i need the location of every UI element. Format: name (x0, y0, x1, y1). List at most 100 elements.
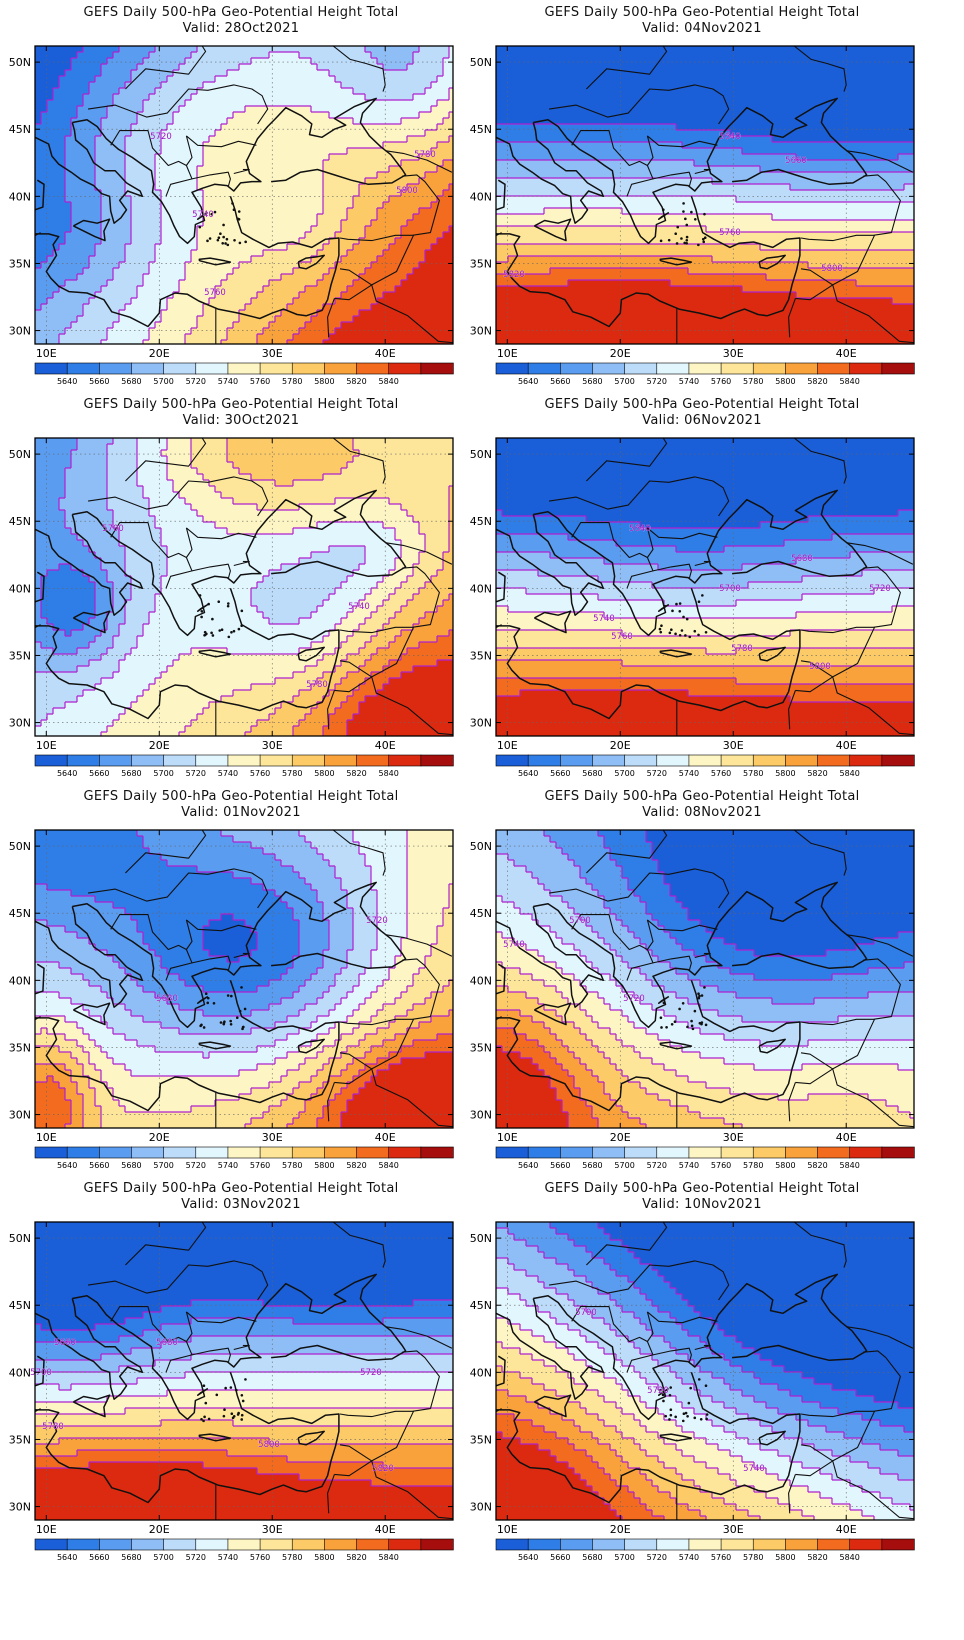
panel-valid-date: Valid: 28Oct2021 (0, 21, 482, 36)
colorbar-swatch (99, 754, 133, 767)
lon-label: 10E (497, 1131, 518, 1144)
colorbar-swatch (99, 1538, 133, 1551)
map-canvas: 5700 5720 5740 50N 45N 40N 35N 30N 10E 20E 30E 40E 5… (470, 1221, 915, 1562)
map-frame (34, 829, 454, 1129)
lat-label: 40N (9, 582, 31, 595)
contour-label: 5720 (623, 994, 645, 1004)
colorbar-label: 5760 (711, 1161, 731, 1170)
contour-label: 5700 (569, 916, 591, 926)
colorbar: 5640 5660 5680 5700 5720 5740 5760 5780 5800 5820… (34, 1146, 454, 1170)
colorbar-swatch (495, 1538, 529, 1551)
contour-lines (35, 438, 453, 736)
map-panel: GEFS Daily 500-hPa Geo-Potential Height … (0, 392, 482, 802)
panel-valid-date: Valid: 01Nov2021 (0, 805, 482, 820)
colorbar-swatch (752, 362, 787, 375)
colorbar-swatch (560, 754, 594, 767)
colorbar-swatch (420, 1538, 454, 1551)
colorbar-swatch (388, 362, 422, 375)
colorbar-label: 5680 (121, 769, 141, 778)
map-panel: GEFS Daily 500-hPa Geo-Potential Height … (461, 0, 943, 410)
contour-label: 5760 (611, 632, 633, 642)
colorbar-label: 5820 (807, 1161, 827, 1170)
contour-lines (35, 46, 453, 344)
colorbar-label: 5820 (346, 769, 366, 778)
colorbar-label: 5840 (840, 1161, 860, 1170)
coastlines (496, 438, 914, 736)
colorbar-swatch (163, 1146, 197, 1159)
colorbar-label: 5720 (186, 1161, 206, 1170)
lat-label: 35N (470, 257, 492, 270)
colorbar-label: 5840 (840, 1553, 860, 1562)
colorbar-label: 5800 (314, 1161, 334, 1170)
lat-label: 50N (470, 56, 492, 69)
colorbar-label: 5660 (89, 377, 109, 386)
contour-label: 5820 (372, 1464, 394, 1474)
lat-label: 35N (470, 1041, 492, 1054)
colorbar-swatch (881, 754, 915, 767)
lon-label: 10E (36, 1523, 57, 1536)
lon-label: 30E (262, 1523, 283, 1536)
colorbar-label: 5780 (282, 769, 302, 778)
colorbar-label: 5760 (711, 1553, 731, 1562)
panel-title: GEFS Daily 500-hPa Geo-Potential Height … (0, 397, 482, 412)
colorbar-swatch (324, 754, 358, 767)
colorbar-label: 5680 (121, 1553, 141, 1562)
lon-label: 40E (836, 1523, 857, 1536)
colorbar-label: 5740 (218, 1161, 238, 1170)
lat-label: 50N (9, 56, 31, 69)
colorbar-swatch (259, 1146, 293, 1159)
colorbar-label: 5780 (743, 1161, 763, 1170)
colorbar-swatch (195, 754, 229, 767)
lat-label: 35N (9, 649, 31, 662)
colorbar-label: 5840 (840, 377, 860, 386)
lat-label: 35N (9, 1041, 31, 1054)
colorbar-label: 5640 (57, 1161, 77, 1170)
coastlines (496, 46, 914, 344)
map-canvas: 5720 5740 5760 5780 5800 50N 45N 40N 35N 30N 10E 20… (9, 45, 454, 386)
contour-label: 5820 (503, 270, 525, 280)
lon-label: 10E (497, 1523, 518, 1536)
lon-label: 40E (836, 347, 857, 360)
colorbar-swatch (195, 362, 229, 375)
lat-label: 40N (470, 582, 492, 595)
colorbar-swatch (291, 1146, 326, 1159)
lon-label: 20E (610, 1523, 631, 1536)
lon-label: 20E (149, 1523, 170, 1536)
height-field (35, 1222, 453, 1520)
colorbar-label: 5800 (775, 1553, 795, 1562)
lon-label: 40E (375, 1523, 396, 1536)
contour-label: 5760 (204, 288, 226, 298)
map-canvas: 5700 5740 5780 50N 45N 40N 35N 30N 10E 20E 30E 40E 5… (9, 437, 454, 778)
colorbar-swatch (656, 1538, 690, 1551)
colorbar-swatch (785, 1538, 819, 1551)
panel-valid-date: Valid: 03Nov2021 (0, 1197, 482, 1212)
map-frame (495, 437, 915, 737)
colorbar-swatch (817, 754, 851, 767)
colorbar-swatch (785, 362, 819, 375)
colorbar-label: 5840 (840, 769, 860, 778)
lon-label: 10E (36, 347, 57, 360)
colorbar-swatch (527, 362, 562, 375)
colorbar-swatch (624, 362, 658, 375)
colorbar-label: 5700 (153, 377, 173, 386)
map-panel: GEFS Daily 500-hPa Geo-Potential Height … (461, 392, 943, 802)
colorbar-swatch (324, 1538, 358, 1551)
colorbar-label: 5800 (314, 769, 334, 778)
lon-label: 20E (610, 739, 631, 752)
contour-label: 5680 (156, 1338, 178, 1348)
panel-valid-date: Valid: 04Nov2021 (461, 21, 943, 36)
height-field (35, 438, 453, 736)
panel-valid-date: Valid: 06Nov2021 (461, 413, 943, 428)
colorbar-label: 5740 (679, 1553, 699, 1562)
colorbar-swatch (324, 1146, 358, 1159)
lat-label: 40N (9, 190, 31, 203)
map-canvas: 5640 5660 5760 5800 5820 50N 45N 40N 35N 30N 10E 20… (470, 45, 915, 386)
lon-label: 30E (723, 1523, 744, 1536)
contour-label: 5740 (348, 602, 370, 612)
colorbar-label: 5840 (379, 1553, 399, 1562)
contour-label: 5720 (647, 1386, 669, 1396)
lon-label: 10E (36, 739, 57, 752)
colorbar-swatch (688, 1538, 722, 1551)
colorbar-swatch (849, 754, 883, 767)
